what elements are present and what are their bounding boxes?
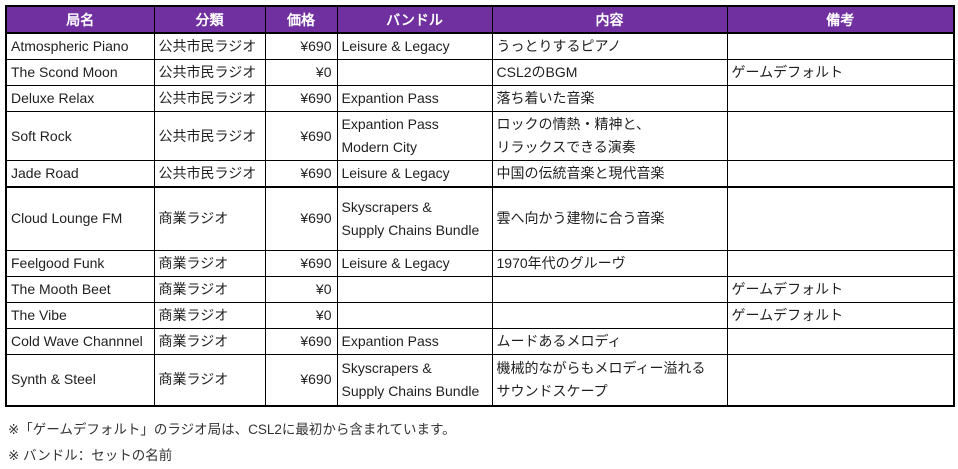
table-row: The Scond Moon 公共市民ラジオ ¥0 CSL2のBGM ゲームデフ… (5, 59, 955, 86)
description-cell: ロックの情熱・精神と、 リラックスできる演奏 (491, 111, 728, 161)
description-cell: CSL2のBGM (491, 59, 728, 86)
description-cell: 機械的ながらもメロディー溢れる サウンドスケープ (491, 353, 728, 407)
bundle-cell: Leisure & Legacy (336, 160, 493, 188)
table-row: Synth & Steel 商業ラジオ ¥690 Skyscrapers & S… (5, 353, 955, 407)
table-header-row: 局名 分類 価格 バンドル 内容 備考 (5, 5, 955, 34)
description-cell: うっとりするピアノ (491, 32, 728, 60)
station-name-cell: Feelgood Funk (5, 249, 155, 277)
bundle-cell (336, 301, 493, 329)
header-note: 備考 (726, 5, 955, 34)
station-name-cell: Cold Wave Channnel (5, 327, 155, 355)
bundle-cell: Leisure & Legacy (336, 32, 493, 60)
note-cell (726, 353, 955, 407)
footnotes: ※「ゲームデフォルト」のラジオ局は、CSL2に最初から含まれています。 ※ バン… (8, 417, 456, 469)
category-cell: 公共市民ラジオ (153, 85, 266, 112)
bundle-cell (336, 59, 493, 86)
price-cell: ¥0 (264, 301, 338, 329)
station-name-cell: Jade Road (5, 160, 155, 188)
price-cell: ¥690 (264, 111, 338, 161)
description-cell: 落ち着いた音楽 (491, 85, 728, 112)
description-cell (491, 301, 728, 329)
station-name-cell: Soft Rock (5, 111, 155, 161)
category-cell: 商業ラジオ (153, 353, 266, 407)
price-cell: ¥0 (264, 275, 338, 303)
header-description: 内容 (491, 5, 728, 34)
price-cell: ¥0 (264, 59, 338, 86)
category-cell: 商業ラジオ (153, 275, 266, 303)
station-name-cell: The Mooth Beet (5, 275, 155, 303)
table-row: The Mooth Beet 商業ラジオ ¥0 ゲームデフォルト (5, 275, 955, 303)
header-bundle: バンドル (336, 5, 493, 34)
description-cell: 雲へ向かう建物に合う音楽 (491, 186, 728, 251)
price-cell: ¥690 (264, 160, 338, 188)
price-cell: ¥690 (264, 186, 338, 251)
footnote-bundle: ※ バンドル：セットの名前 (8, 448, 173, 463)
note-cell (726, 186, 955, 251)
category-cell: 公共市民ラジオ (153, 59, 266, 86)
table-row: Feelgood Funk 商業ラジオ ¥690 Leisure & Legac… (5, 249, 955, 277)
category-cell: 商業ラジオ (153, 327, 266, 355)
note-cell (726, 160, 955, 188)
radio-stations-table: 局名 分類 価格 バンドル 内容 備考 Atmospheric Piano 公共… (5, 5, 955, 407)
table-row: Atmospheric Piano 公共市民ラジオ ¥690 Leisure &… (5, 32, 955, 60)
station-name-cell: Atmospheric Piano (5, 32, 155, 60)
table-row: Jade Road 公共市民ラジオ ¥690 Leisure & Legacy … (5, 160, 955, 188)
description-cell: ムードあるメロディ (491, 327, 728, 355)
header-category: 分類 (153, 5, 266, 34)
price-cell: ¥690 (264, 353, 338, 407)
station-name-cell: Synth & Steel (5, 353, 155, 407)
price-cell: ¥690 (264, 85, 338, 112)
header-station-name: 局名 (5, 5, 155, 34)
bundle-cell: Skyscrapers & Supply Chains Bundle (336, 186, 493, 251)
note-cell: ゲームデフォルト (726, 275, 955, 303)
note-cell: ゲームデフォルト (726, 301, 955, 329)
table-row: Deluxe Relax 公共市民ラジオ ¥690 Expantion Pass… (5, 85, 955, 112)
bundle-cell: Leisure & Legacy (336, 249, 493, 277)
note-cell (726, 327, 955, 355)
note-cell (726, 85, 955, 112)
note-cell (726, 32, 955, 60)
category-cell: 商業ラジオ (153, 301, 266, 329)
bundle-cell: Expantion Pass (336, 85, 493, 112)
station-name-cell: Cloud Lounge FM (5, 186, 155, 251)
price-cell: ¥690 (264, 327, 338, 355)
table-row: Soft Rock 公共市民ラジオ ¥690 Expantion Pass Mo… (5, 111, 955, 161)
note-cell (726, 111, 955, 161)
category-cell: 公共市民ラジオ (153, 32, 266, 60)
category-cell: 商業ラジオ (153, 186, 266, 251)
footnote-game-default: ※「ゲームデフォルト」のラジオ局は、CSL2に最初から含まれています。 (8, 422, 456, 437)
category-cell: 公共市民ラジオ (153, 160, 266, 188)
description-cell (491, 275, 728, 303)
station-name-cell: The Scond Moon (5, 59, 155, 86)
table-row: Cold Wave Channnel 商業ラジオ ¥690 Expantion … (5, 327, 955, 355)
bundle-cell: Expantion Pass Modern City (336, 111, 493, 161)
station-name-cell: Deluxe Relax (5, 85, 155, 112)
station-name-cell: The Vibe (5, 301, 155, 329)
table-row: The Vibe 商業ラジオ ¥0 ゲームデフォルト (5, 301, 955, 329)
bundle-cell: Expantion Pass (336, 327, 493, 355)
header-price: 価格 (264, 5, 338, 34)
price-cell: ¥690 (264, 249, 338, 277)
bundle-cell: Skyscrapers & Supply Chains Bundle (336, 353, 493, 407)
description-cell: 1970年代のグルーヴ (491, 249, 728, 277)
category-cell: 公共市民ラジオ (153, 111, 266, 161)
table-row: Cloud Lounge FM 商業ラジオ ¥690 Skyscrapers &… (5, 186, 955, 251)
note-cell: ゲームデフォルト (726, 59, 955, 86)
category-cell: 商業ラジオ (153, 249, 266, 277)
price-cell: ¥690 (264, 32, 338, 60)
note-cell (726, 249, 955, 277)
bundle-cell (336, 275, 493, 303)
description-cell: 中国の伝統音楽と現代音楽 (491, 160, 728, 188)
